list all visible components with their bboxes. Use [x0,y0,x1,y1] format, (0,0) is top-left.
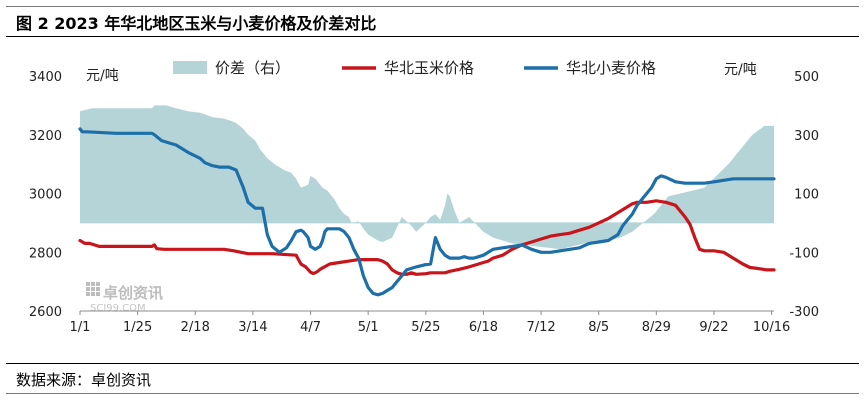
watermark-site: SCI99.COM [90,303,146,314]
corn-price-line [78,199,776,276]
spread-area-layer [80,105,774,250]
top-rule [6,6,859,7]
price-spread-chart: 卓创资讯 SCI99.COM 1/1 1/25 2/18 3/14 4/7 5/1 5/25… [29,59,819,335]
x-tick-label: 8/5 [588,320,609,335]
x-tick-label: 1/25 [123,320,152,335]
x-tick-label: 3/14 [238,320,267,335]
price-lines-layer [78,127,776,297]
right-y-tick-label: -300 [789,305,819,320]
x-tick-label: 1/1 [70,320,91,335]
x-tick-label: 9/22 [699,320,728,335]
left-y-tick-label: 3200 [29,129,62,144]
legend-spread-label: 价差（右） [215,59,290,77]
x-tick-label: 5/25 [411,320,440,335]
chart-legend: 价差（右） 华北玉米价格 华北小麦价格 [173,59,656,77]
left-y-tick-label: 3400 [29,70,62,85]
watermark-grid-cell [96,287,100,291]
footer-rule [6,363,859,364]
data-source: 数据来源：卓创资讯 [16,371,152,389]
legend-wheat-label: 华北小麦价格 [566,59,656,77]
title-rule [6,36,859,37]
watermark-grid-icon [86,282,100,296]
x-tick-label: 4/7 [300,320,321,335]
legend-spread-swatch [173,61,207,74]
x-tick-label: 7/12 [526,320,555,335]
right-y-tick-label: 500 [794,70,819,85]
left-y-tick-label: 3000 [29,188,62,203]
left-y-tick-label: 2800 [29,246,62,261]
watermark-grid-cell [86,287,90,291]
watermark-grid-cell [91,282,95,286]
left-axis-unit: 元/吨 [86,68,119,84]
watermark-grid-cell [91,287,95,291]
wheat-price-line [78,127,776,297]
left-y-axis: 2600 2800 3000 3200 3400 [29,70,62,320]
right-y-tick-label: -100 [789,246,819,261]
x-axis: 1/1 1/25 2/18 3/14 4/7 5/1 5/25 6/18 7/12 8/5 8/29… [70,310,790,335]
spread-area [80,105,774,250]
figure-title: 图 2 2023 年华北地区玉米与小麦价格及价差对比 [16,14,377,33]
watermark-name: 卓创资讯 [103,284,163,302]
watermark-grid-cell [86,282,90,286]
x-tick-label: 2/18 [181,320,210,335]
bottom-rule [6,393,859,394]
watermark-grid-cell [91,292,95,296]
legend-corn-label: 华北玉米价格 [384,59,474,77]
watermark-grid-cell [86,292,90,296]
watermark-grid-cell [96,282,100,286]
right-y-axis: -300 -100 100 300 500 [789,70,819,320]
left-y-tick-label: 2600 [29,305,62,320]
right-y-tick-label: 300 [794,129,819,144]
x-tick-label: 8/29 [642,320,671,335]
right-axis-unit: 元/吨 [724,62,757,78]
x-tick-label: 6/18 [469,320,498,335]
watermark-grid-cell [96,292,100,296]
right-y-tick-label: 100 [794,188,819,203]
watermark-logo: 卓创资讯 SCI99.COM [86,282,163,314]
x-tick-label: 5/1 [358,320,379,335]
x-tick-label: 10/16 [753,320,790,335]
